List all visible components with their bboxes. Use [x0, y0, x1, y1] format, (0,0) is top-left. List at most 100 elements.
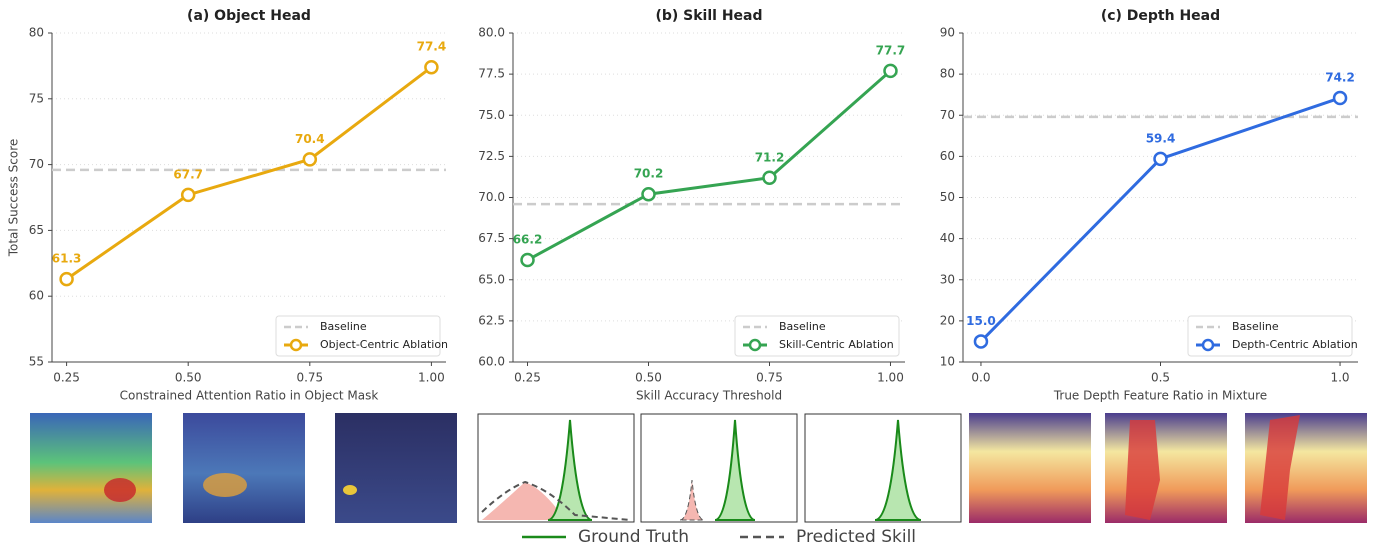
chart-title: (c) Depth Head: [1101, 8, 1220, 24]
point: [973, 334, 989, 349]
value-label: 70.4: [295, 132, 325, 146]
y-tick-label: 77.5: [478, 67, 505, 81]
panel: [477, 413, 635, 523]
y-tick-label: 60.0: [478, 355, 505, 369]
point: [424, 59, 439, 75]
chart-title: (b) Skill Head: [655, 8, 762, 24]
point: [520, 252, 535, 268]
x-tick-label: 0.75: [756, 371, 783, 385]
legend: Baseline Skill-Centric Ablation: [734, 315, 900, 357]
x-tick-label: 0.0: [971, 371, 990, 385]
gt-curve: [714, 419, 756, 521]
pred-curve: [481, 480, 631, 521]
legend-box: [734, 315, 900, 357]
y-tick-label: 55: [29, 355, 44, 369]
y-tick-label: 67.5: [478, 231, 505, 245]
x-tick-label: 0.50: [635, 371, 662, 385]
legend-label: Baseline: [1232, 320, 1279, 333]
image-row: [30, 413, 1367, 523]
depth-object: [1125, 420, 1160, 520]
point: [302, 152, 318, 167]
attention-map: [30, 413, 152, 523]
value-label: 66.2: [513, 233, 543, 247]
y-tick-label: 80: [29, 26, 44, 40]
value-label: 71.2: [755, 150, 785, 164]
y-tick-label: 90: [940, 26, 955, 40]
x-tick-label: 0.25: [514, 371, 541, 385]
x-tick-label: 0.50: [175, 371, 202, 385]
y-tick-label: 70: [29, 157, 44, 171]
y-tick-label: 50: [940, 190, 955, 204]
y-tick-label: 60: [940, 149, 955, 163]
y-tick-label: 30: [940, 272, 955, 286]
legend-label: Predicted Skill: [796, 527, 916, 544]
attention-map: [335, 413, 457, 523]
point: [762, 170, 777, 186]
depth-map: [1105, 413, 1227, 523]
legend-label: Baseline: [320, 320, 367, 333]
y-tick-label: 20: [940, 313, 955, 327]
x-tick-label: 1.00: [418, 371, 445, 385]
x-axis-label: Skill Accuracy Threshold: [636, 389, 782, 403]
y-tick-label: 62.5: [478, 313, 505, 327]
value-label: 15.0: [966, 314, 996, 328]
legend-label: Object-Centric Ablation: [320, 338, 448, 351]
legend-label: Baseline: [779, 320, 826, 333]
value-label: 61.3: [52, 252, 82, 266]
point: [641, 186, 656, 202]
legend-label: Depth-Centric Ablation: [1232, 338, 1358, 351]
pred-area: [482, 482, 565, 520]
gt-curve: [874, 419, 922, 521]
x-tick-label: 0.25: [53, 371, 80, 385]
legend: Baseline Object-Centric Ablation: [275, 315, 448, 357]
legend-marker: [289, 338, 303, 352]
legend-box: [1187, 315, 1353, 357]
point: [883, 63, 898, 79]
value-label: 74.2: [1325, 70, 1355, 84]
pred-area: [679, 479, 705, 521]
x-tick-label: 0.75: [296, 371, 323, 385]
point: [59, 271, 74, 287]
attention-hotspot: [203, 473, 247, 497]
point: [180, 187, 196, 203]
series-line: [526, 69, 892, 262]
point: [1332, 90, 1348, 106]
legend-box: [275, 315, 441, 357]
attention-map: [183, 413, 305, 523]
panel: [640, 413, 798, 523]
series-line: [65, 66, 433, 281]
value-label: 70.2: [634, 167, 664, 181]
x-axis-label: Constrained Attention Ratio in Object Ma…: [120, 389, 379, 403]
depth-object: [1260, 415, 1300, 520]
y-tick-label: 40: [940, 231, 955, 245]
skill-distributions: [477, 413, 962, 523]
value-label: 59.4: [1146, 131, 1176, 145]
y-tick-label: 80.0: [478, 26, 505, 40]
panel: [804, 413, 962, 523]
gt-curve: [547, 419, 593, 521]
attention-hotspot: [104, 478, 136, 502]
legend-label: Skill-Centric Ablation: [779, 338, 894, 351]
y-tick-label: 70.0: [478, 190, 505, 204]
y-tick-label: 10: [940, 355, 955, 369]
point: [1153, 151, 1168, 167]
depth-map: [969, 413, 1091, 523]
y-tick-label: 60: [29, 289, 44, 303]
x-tick-label: 0.5: [1151, 371, 1170, 385]
x-tick-label: 1.0: [1330, 371, 1349, 385]
y-tick-label: 75: [29, 91, 44, 105]
chart-title: (a) Object Head: [187, 8, 311, 24]
x-axis-label: True Depth Feature Ratio in Mixture: [1053, 389, 1267, 403]
value-label: 77.4: [417, 40, 447, 54]
legend-marker: [1201, 338, 1215, 352]
legend: Baseline Depth-Centric Ablation: [1187, 315, 1358, 357]
value-label: 67.7: [173, 167, 203, 181]
y-tick-label: 72.5: [478, 149, 505, 163]
y-axis-label: Total Success Score: [7, 139, 21, 258]
y-tick-label: 65.0: [478, 272, 505, 286]
value-label: 77.7: [876, 43, 906, 57]
x-tick-label: 1.00: [877, 371, 904, 385]
legend-label: Ground Truth: [578, 527, 689, 544]
legend-marker: [748, 338, 762, 352]
